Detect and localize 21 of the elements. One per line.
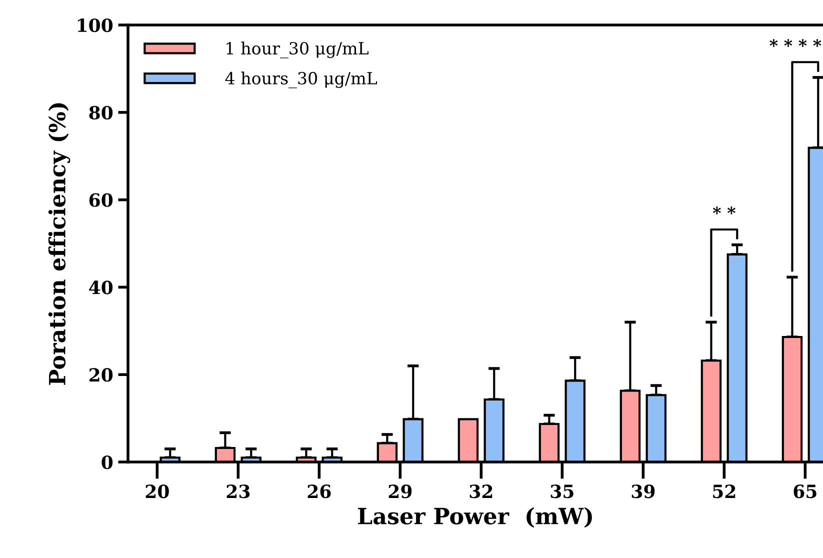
y-tick-label: 60 bbox=[89, 193, 113, 207]
y-tick-label: 20 bbox=[90, 368, 113, 382]
y-tick-label: 100 bbox=[78, 18, 113, 32]
x-tick-label: 32 bbox=[470, 484, 492, 498]
x-tick-label: 26 bbox=[308, 484, 331, 498]
legend-label: 4 hours_30 μg/mL bbox=[225, 72, 378, 88]
x-tick-label: 20 bbox=[146, 484, 169, 498]
legend-label: 1 hour_30 μg/mL bbox=[226, 42, 368, 58]
y-tick-label: 0 bbox=[102, 455, 113, 470]
x-tick-label: 39 bbox=[632, 484, 655, 498]
annotation: * * bbox=[712, 206, 736, 214]
y-axis-title: Poration efficiency (%) bbox=[48, 103, 70, 385]
x-tick-label: 23 bbox=[226, 484, 250, 498]
y-tick-label: 80 bbox=[89, 106, 113, 120]
x-tick-label: 52 bbox=[713, 484, 736, 498]
x-tick-label: 35 bbox=[550, 484, 574, 498]
x-tick-label: 65 bbox=[794, 484, 816, 498]
y-tick-label: 40 bbox=[89, 280, 113, 294]
x-axis-title: Laser Power (mW) bbox=[358, 507, 592, 528]
annotation: * * * * bbox=[770, 39, 822, 47]
x-tick-label: 29 bbox=[388, 484, 412, 498]
